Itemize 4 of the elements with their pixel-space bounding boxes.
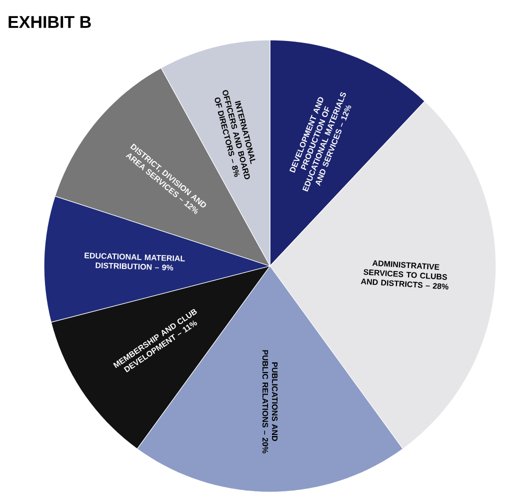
- slice-label: ADMINISTRATIVE SERVICES TO CLUBS AND DISTRICTS – 28%: [360, 260, 448, 290]
- slice-label: EDUCATIONAL MATERIAL DISTRIBUTION – 9%: [84, 252, 185, 270]
- chart-title: EXHIBIT B: [8, 16, 91, 28]
- slice-label: PUBLICATIONS AND PUBLIC RELATIONS – 20%: [262, 350, 278, 454]
